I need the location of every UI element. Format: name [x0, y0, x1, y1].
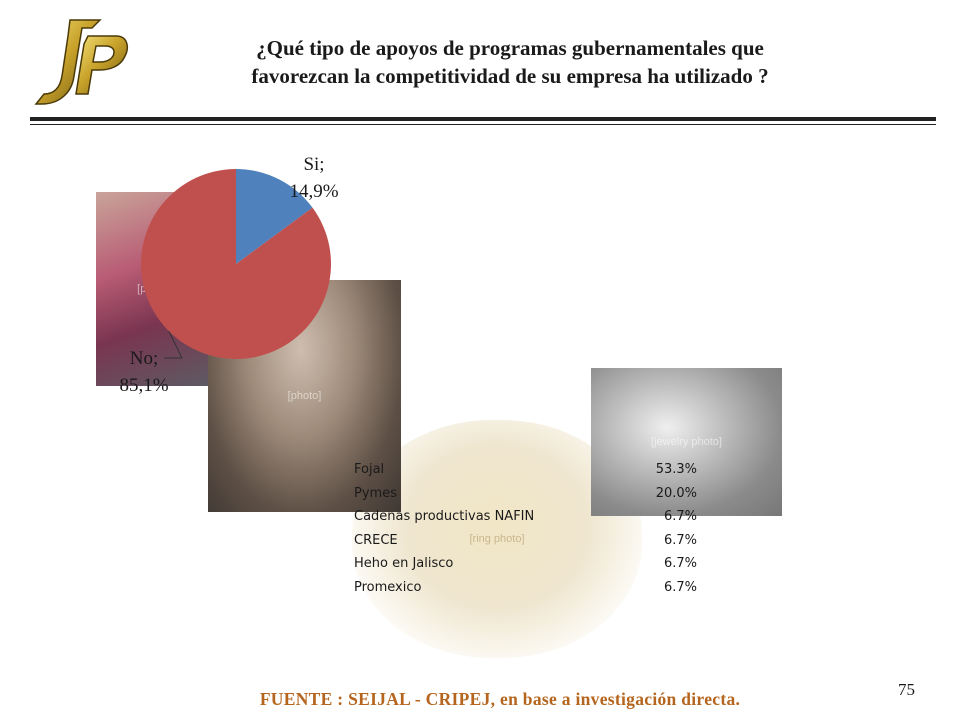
row-value: 6.7%: [663, 556, 697, 571]
table-row: Pymes 20.0%: [354, 482, 704, 506]
row-label: Cadenas productivas NAFIN: [354, 509, 535, 524]
source-note: FUENTE : SEIJAL - CRIPEJ, en base a inve…: [259, 689, 741, 709]
table-row: Heho en Jalisco 6.7%: [354, 552, 704, 576]
page-title: ¿Qué tipo de apoyos de programas guberna…: [150, 34, 870, 90]
table-row: CRECE 6.7%: [354, 529, 704, 553]
title-rule-thick: [30, 117, 936, 121]
programs-table: Fojal 53.3% Pymes 20.0% Cadenas producti…: [354, 458, 704, 599]
title-rule-thin: [30, 124, 936, 125]
si-slice-label: Si;: [303, 154, 324, 175]
row-label: Promexico: [354, 579, 422, 595]
row-value: 6.7%: [663, 579, 697, 595]
row-value: 6.7%: [663, 509, 697, 524]
table-row: Cadenas productivas NAFIN 6.7%: [354, 505, 704, 529]
row-value: 20.0%: [655, 485, 697, 501]
si-slice-value: 14,9%: [289, 181, 338, 202]
title-line-2: favorezcan la competitividad de su empre…: [251, 64, 769, 88]
row-label: Pymes: [354, 485, 397, 501]
jp-logo: [34, 19, 129, 105]
jewelry-photo-placeholder: [jewelry photo]: [591, 368, 782, 516]
slide-number: 75: [898, 680, 915, 699]
table-row: Fojal 53.3%: [354, 458, 704, 482]
pie-chart: Si; 14,9% No; 85,1%: [119, 154, 338, 396]
no-slice-label: No;: [130, 348, 159, 369]
pie-slice-no: [140, 169, 331, 359]
pie-slices: [140, 169, 331, 359]
row-label: Fojal: [354, 462, 385, 477]
title-line-1: ¿Qué tipo de apoyos de programas guberna…: [256, 36, 764, 60]
no-slice-value: 85,1%: [119, 375, 168, 396]
table-row: Promexico 6.7%: [354, 576, 704, 600]
pie-slice-si: [236, 169, 313, 264]
no-leader-line-segment: [168, 330, 183, 359]
row-label: Heho en Jalisco: [354, 556, 454, 571]
row-label: CRECE: [354, 532, 398, 548]
row-value: 6.7%: [663, 532, 697, 548]
row-value: 53.3%: [655, 462, 697, 477]
